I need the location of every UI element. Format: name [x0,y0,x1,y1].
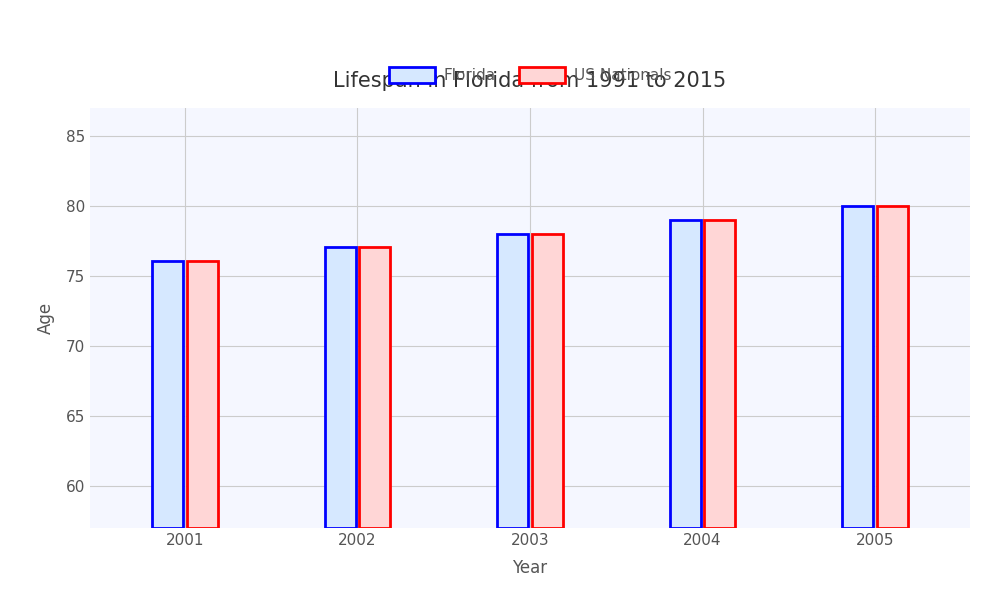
Bar [877,206,908,528]
Bar [704,220,735,528]
Bar [325,247,356,528]
Bar [187,260,218,528]
Bar [152,260,183,528]
Bar [497,234,528,528]
Title: Lifespan in Florida from 1991 to 2015: Lifespan in Florida from 1991 to 2015 [333,71,727,91]
Bar [359,247,390,528]
Bar [842,206,873,528]
Legend: Florida, US Nationals: Florida, US Nationals [383,61,677,89]
Bar [532,234,563,528]
Y-axis label: Age: Age [37,302,55,334]
X-axis label: Year: Year [512,559,548,577]
Bar [670,220,701,528]
